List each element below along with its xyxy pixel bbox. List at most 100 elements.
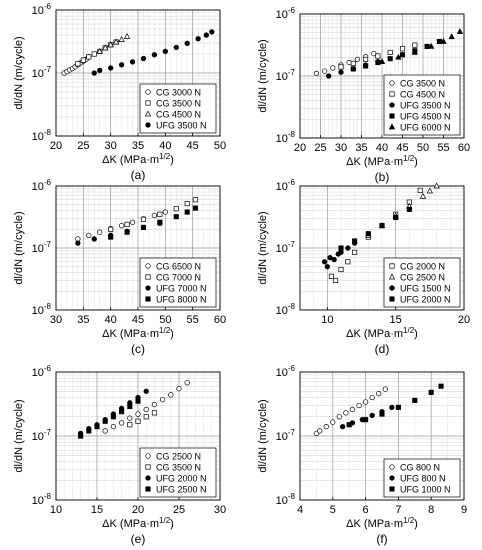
data-point [395,404,401,410]
data-point [124,221,130,227]
y-axis-label: dl/dN (m/cycle) [257,39,269,112]
legend-label: CG 3500 N [156,463,201,473]
data-point [184,209,190,215]
x-tick-label: 60 [458,142,470,154]
data-point [365,231,371,237]
chart-panel-5: 10 15 20 25 30 10-8 10-7 10-6 ΔK (MPa·m1/2) dl/dN… [13,364,226,546]
data-point [102,44,109,51]
data-point [417,187,423,193]
x-axis-label: ΔK (MPa·m1/2) [346,154,418,168]
x-axis-label: ΔK (MPa·m1/2) [346,516,418,530]
legend-label: CG 3500 N [400,79,445,89]
data-point [395,53,402,60]
x-tick-label: 7 [395,504,401,516]
data-point [162,48,168,55]
data-point [330,65,336,71]
data-point [375,53,381,59]
data-point [96,47,103,54]
legend-label: CG 2000 N [400,262,445,272]
y-tick-label: 10-8 [276,492,296,507]
x-tick-label: 55 [437,142,449,154]
data-point [168,392,174,398]
x-tick-label: 20 [50,140,62,152]
legend-box [139,257,217,308]
data-point [350,66,356,72]
data-point [102,418,108,424]
legend-label: CG 2500 N [400,273,445,283]
data-point [399,46,406,52]
legend-marker [389,263,395,269]
data-point [97,67,103,74]
x-tick-label: 60 [214,314,226,326]
y-tick-label: 10-6 [276,364,296,379]
data-point [127,415,133,421]
legend-marker [389,464,395,470]
legend-marker [389,80,395,86]
x-tick-label: 10 [50,504,62,516]
data-point [321,259,328,265]
legend-label: CG 3000 N [156,88,201,98]
legend-marker [389,91,395,97]
data-point [426,187,434,194]
legend-marker [389,113,395,119]
x-tick-label: 9 [461,504,467,516]
data-point [176,385,182,392]
legend-marker [145,453,151,459]
legend-label: CG 3500 N [156,99,201,109]
x-tick-label: 25 [77,140,89,152]
data-point [129,59,136,65]
data-point [326,73,332,79]
x-tick-label: 30 [105,140,117,152]
y-tick-label: 10-6 [276,6,296,21]
legend-label: UFG 800 N [400,474,446,484]
legend-marker [388,273,396,280]
legend-marker [144,110,152,117]
y-tick-label: 10-8 [276,302,296,317]
data-point [97,229,103,235]
panel-label: (b) [375,170,390,184]
data-point [331,256,337,263]
panel-label: (d) [375,342,390,356]
data-point [203,32,209,38]
legend-label: CG 4500 N [400,90,445,100]
x-tick-label: 20 [458,314,470,326]
x-tick-label: 15 [390,314,402,326]
data-point [110,414,116,420]
chart-panel-4: 10 15 20 10-8 10-7 10-6 ΔK (MPa·m1/2) dl/dN (m/… [257,178,470,356]
data-point [140,216,147,222]
x-tick-label: 30 [214,504,226,516]
legend-marker [145,486,151,492]
data-point [157,219,163,225]
legend-marker [389,296,395,302]
data-point [378,58,386,65]
data-point [399,52,406,58]
data-point [129,219,136,225]
data-point [78,433,84,439]
data-point [313,70,320,77]
data-point [118,62,125,68]
legend-box [383,74,461,136]
data-point [91,70,97,76]
panel-label: (c) [131,342,145,356]
data-point [140,224,147,230]
plot-frame [299,185,465,311]
legend-label: CG 800 N [400,463,440,473]
data-point [379,223,385,229]
data-point [118,420,125,426]
data-point [80,57,86,63]
data-point [118,222,125,229]
x-tick-label: 30 [50,314,62,326]
legend-label: UFG 8000 N [156,295,207,305]
data-point [127,403,133,409]
data-point [349,406,356,413]
x-tick-label: 20 [132,504,144,516]
y-tick-label: 10-8 [276,130,296,145]
data-point [108,226,114,232]
data-point [428,42,435,49]
data-point [338,69,344,75]
data-point [327,254,333,261]
legend-box [139,447,217,498]
data-point [91,51,97,57]
x-tick-label: 45 [396,142,408,154]
